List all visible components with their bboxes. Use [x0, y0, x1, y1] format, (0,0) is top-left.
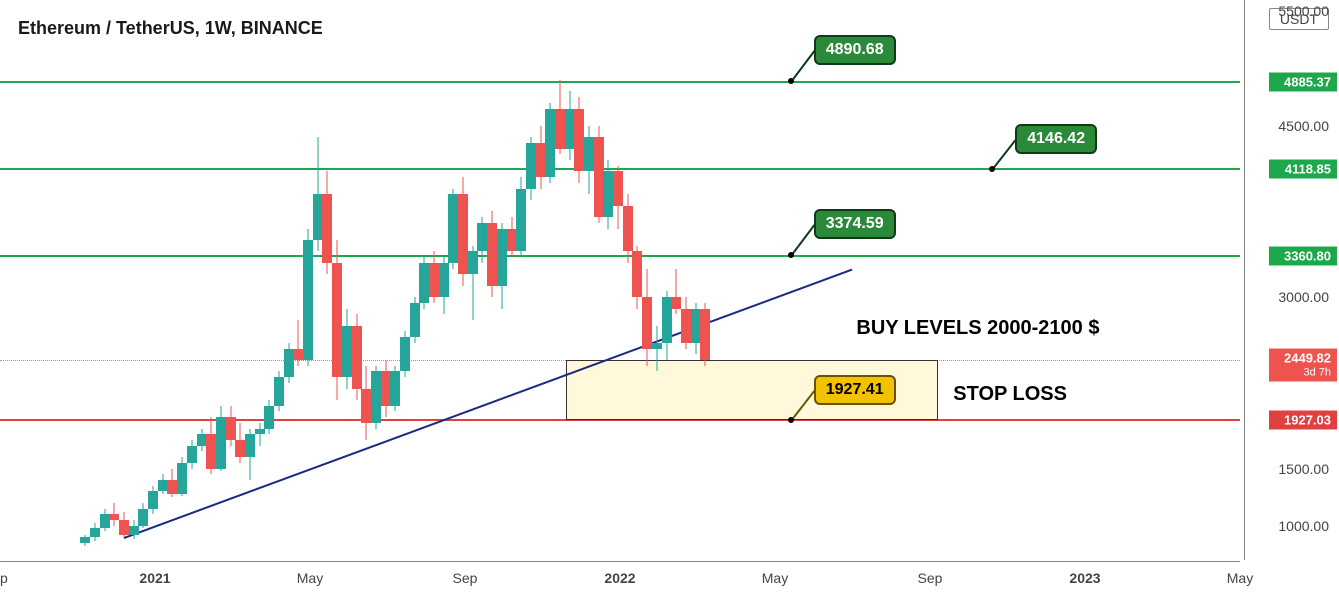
y-tick: 1000.00	[1278, 518, 1329, 534]
callout-pointer	[790, 224, 815, 256]
x-tick: 2021	[139, 570, 170, 586]
level-price-tag: 3360.80	[1269, 246, 1337, 265]
y-tick: 5500.00	[1278, 3, 1329, 19]
plot-area[interactable]: 4890.68 4146.42 3374.59 1927.41 BUY LEVELS 2…	[0, 0, 1240, 560]
x-tick: 2022	[604, 570, 635, 586]
x-tick: May	[297, 570, 323, 586]
level-line	[0, 255, 1240, 257]
x-tick: May	[1227, 570, 1253, 586]
level-price-tag: 4118.85	[1269, 160, 1337, 179]
x-tick: Sep	[453, 570, 478, 586]
price-callout: 4890.68	[814, 35, 896, 65]
price-callout: 1927.41	[814, 375, 896, 405]
level-price-tag: 4885.37	[1269, 72, 1337, 91]
annotation-text: BUY LEVELS 2000-2100 $	[856, 317, 1099, 340]
chart-container: Ethereum / TetherUS, 1W, BINANCE 4890.68…	[0, 0, 1339, 599]
x-axis: ep2021MaySep2022MaySep2023May	[0, 561, 1240, 599]
callout-pointer	[991, 140, 1016, 171]
y-tick: 4500.00	[1278, 118, 1329, 134]
y-tick: 1500.00	[1278, 461, 1329, 477]
price-callout: 3374.59	[814, 209, 896, 239]
x-tick: 2023	[1069, 570, 1100, 586]
level-price-tag: 1927.03	[1269, 410, 1337, 429]
annotation-text: STOP LOSS	[953, 383, 1067, 406]
price-callout: 4146.42	[1015, 124, 1097, 154]
current-price-tag: 2449.823d 7h	[1269, 349, 1337, 382]
level-line	[0, 168, 1240, 170]
callout-anchor-dot	[788, 417, 794, 423]
x-tick: May	[762, 570, 788, 586]
x-tick: Sep	[918, 570, 943, 586]
callout-anchor-dot	[989, 166, 995, 172]
callout-anchor-dot	[788, 252, 794, 258]
y-axis: USDT 5500.004500.003000.001500.001000.00…	[1244, 0, 1339, 560]
callout-anchor-dot	[788, 78, 794, 84]
x-tick: ep	[0, 570, 8, 586]
y-tick: 3000.00	[1278, 289, 1329, 305]
level-line	[0, 81, 1240, 83]
callout-pointer	[790, 51, 815, 83]
